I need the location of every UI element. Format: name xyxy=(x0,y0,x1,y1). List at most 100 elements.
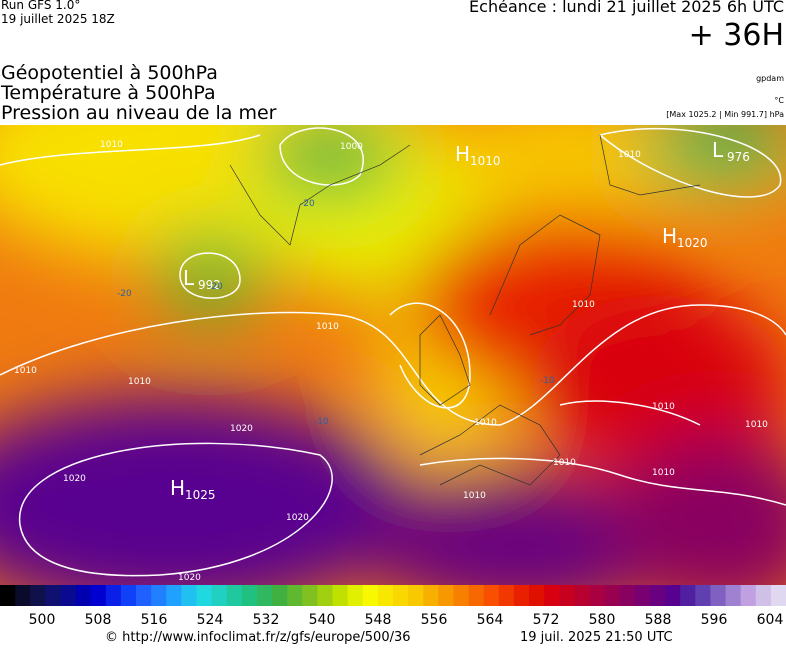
run: Run GFS 1.0° xyxy=(1,0,81,12)
color-swatch xyxy=(529,585,545,606)
color-swatch xyxy=(755,585,772,606)
colorbar-label: 524 xyxy=(197,612,224,628)
color-swatch xyxy=(770,585,786,606)
colorbar-label: 500 xyxy=(29,612,56,628)
color-swatch xyxy=(423,585,439,606)
colorbar-label: 572 xyxy=(533,612,560,628)
pressure-center-letter: H xyxy=(455,142,470,166)
color-swatch xyxy=(362,585,379,606)
color-swatch xyxy=(151,585,167,606)
color-swatch xyxy=(332,585,349,606)
color-swatch xyxy=(272,585,288,606)
isobar-label: 1010 xyxy=(100,140,123,150)
unit: [Max 1025.2 | Min 991.7] hPa xyxy=(666,110,784,119)
color-swatch xyxy=(377,585,394,606)
isobar-label: 1020 xyxy=(178,573,201,583)
color-swatch xyxy=(619,585,636,606)
color-swatch xyxy=(634,585,651,606)
temperature-label: -20 xyxy=(300,199,315,209)
isobar-label: 1010 xyxy=(128,377,151,387)
color-swatch xyxy=(438,585,454,606)
pressure-center-letter: L xyxy=(183,266,195,290)
isobar-label: 1020 xyxy=(63,474,86,484)
echeance: Echéance : lundi 21 juillet 2025 6h UTC xyxy=(469,0,784,16)
title: Géopotentiel à 500hPa xyxy=(1,62,218,84)
color-swatch xyxy=(559,585,575,606)
isobar-label: 1010 xyxy=(618,150,641,160)
isobar-label: 1010 xyxy=(553,458,576,468)
colorbar-label: 588 xyxy=(645,612,672,628)
pressure-center-value: 1020 xyxy=(677,236,708,250)
color-swatch xyxy=(196,585,213,606)
field xyxy=(0,125,786,585)
isobars xyxy=(0,127,786,577)
color-swatch xyxy=(680,585,696,606)
pressure-center-letter: H xyxy=(662,224,677,248)
temperature-label: -10 xyxy=(540,376,555,386)
pressure-center-value: 1010 xyxy=(470,154,501,168)
color-swatch xyxy=(393,585,409,606)
pressure-center-value: 976 xyxy=(727,150,750,164)
temperature-label: -10 xyxy=(314,417,329,427)
temperature-label: -20 xyxy=(117,289,132,299)
color-swatch xyxy=(513,585,530,606)
color-swatch xyxy=(120,585,137,606)
color-swatch xyxy=(453,585,470,606)
color-swatch xyxy=(710,585,727,606)
color-swatch xyxy=(105,585,122,606)
color-swatch xyxy=(649,585,666,606)
lead-time: + 36H xyxy=(688,18,784,53)
isobar-label: 1010 xyxy=(463,491,486,501)
pressure-center-letter: H xyxy=(170,476,185,500)
colorbar-label: 540 xyxy=(309,612,336,628)
isobar-label: 1010 xyxy=(14,366,37,376)
isobar-label: 1020 xyxy=(286,513,309,523)
colorbar-label: 548 xyxy=(365,612,392,628)
color-swatch xyxy=(45,585,61,606)
color-swatch xyxy=(30,585,46,606)
pressure-center-letter: L xyxy=(712,138,724,162)
color-swatch xyxy=(15,585,31,606)
isobar-label: 1010 xyxy=(652,402,675,412)
isobar-label: 1010 xyxy=(652,468,675,478)
color-swatch xyxy=(544,585,560,606)
color-swatch xyxy=(256,585,273,606)
title: Température à 500hPa xyxy=(1,82,216,104)
color-swatch xyxy=(317,585,334,606)
pressure-center-value: 1025 xyxy=(185,488,216,502)
timestamp: 19 juil. 2025 21:50 UTC xyxy=(520,630,673,645)
color-swatch xyxy=(408,585,424,606)
color-swatch xyxy=(589,585,606,606)
isobar-label: 1010 xyxy=(572,300,595,310)
color-swatch xyxy=(226,585,243,606)
color-swatch xyxy=(60,585,77,606)
title: Pression au niveau de la mer xyxy=(1,102,277,124)
color-swatch xyxy=(90,585,107,606)
color-swatch xyxy=(302,585,318,606)
temperature-label: -20 xyxy=(208,282,223,292)
color-swatch xyxy=(740,585,757,606)
color-swatch xyxy=(695,585,711,606)
color-swatch xyxy=(0,585,16,606)
color-swatch xyxy=(347,585,364,606)
isobar-label: 1010 xyxy=(745,420,768,430)
run-date: 19 juillet 2025 18Z xyxy=(1,12,115,26)
color-swatch xyxy=(166,585,182,606)
colorbar-label: 580 xyxy=(589,612,616,628)
color-swatch xyxy=(574,585,590,606)
colorbar-label: 604 xyxy=(757,612,784,628)
color-swatch xyxy=(181,585,197,606)
isobar-label: 1000 xyxy=(340,142,363,152)
isobar-label: 1020 xyxy=(230,424,253,434)
unit: gpdam xyxy=(756,74,784,83)
color-swatch xyxy=(75,585,92,606)
color-swatch xyxy=(725,585,742,606)
color-swatch xyxy=(498,585,515,606)
colorbar-label: 508 xyxy=(85,612,112,628)
colorbar-label: 564 xyxy=(477,612,504,628)
color-swatch xyxy=(136,585,152,606)
colorbar-label: 556 xyxy=(421,612,448,628)
color-swatch xyxy=(241,585,258,606)
